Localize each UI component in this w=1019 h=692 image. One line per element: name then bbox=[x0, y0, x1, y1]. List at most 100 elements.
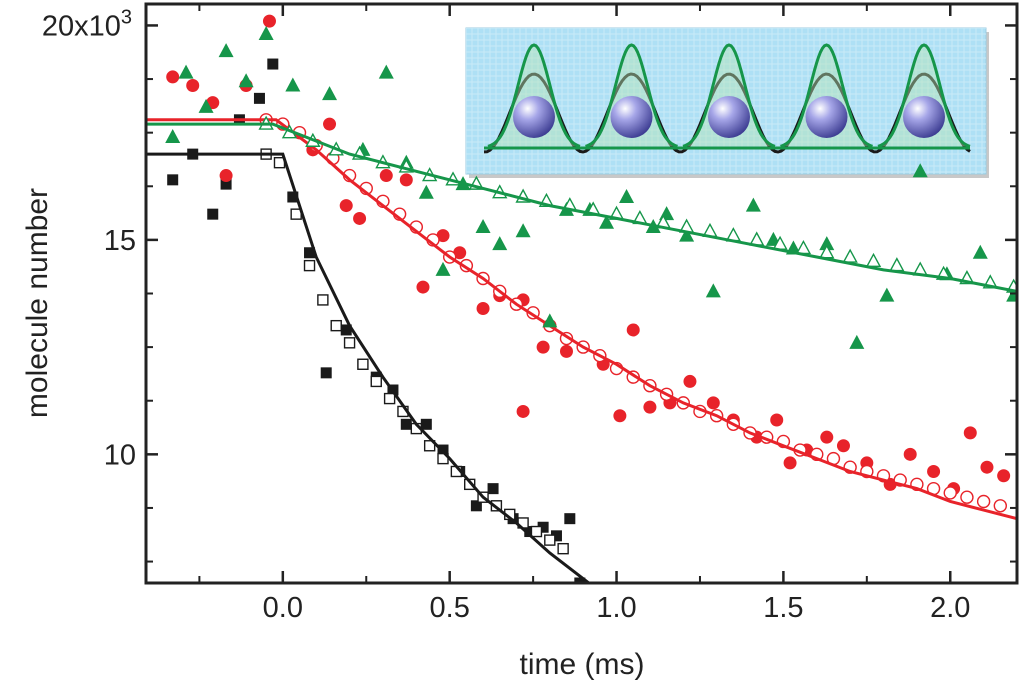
black-filled-square-point bbox=[340, 324, 352, 336]
red-filled-circle-point bbox=[820, 430, 834, 444]
red-filled-circle-point bbox=[643, 400, 657, 414]
red-filled-circle-point bbox=[453, 246, 467, 260]
green-filled-triangle-point bbox=[285, 77, 301, 92]
green-open-triangle-point bbox=[842, 248, 858, 263]
x-tick-label: 0.0 bbox=[263, 592, 303, 624]
green-fit-line bbox=[146, 122, 1017, 293]
red-filled-circle-point bbox=[683, 374, 697, 388]
red-filled-circle-point bbox=[416, 280, 430, 294]
green-filled-triangle-point bbox=[542, 313, 558, 328]
green-filled-triangle-point bbox=[178, 64, 194, 79]
green-filled-triangle-point bbox=[515, 223, 531, 238]
wavefunction-peak bbox=[487, 43, 581, 148]
green-filled-triangle-point bbox=[378, 64, 394, 79]
black-filled-square-point bbox=[320, 367, 332, 379]
red-filled-circle-point bbox=[613, 409, 627, 423]
wavefunction-peak bbox=[682, 43, 776, 148]
red-filled-circle-point bbox=[516, 404, 530, 418]
black-filled-square-point bbox=[253, 92, 265, 104]
black-filled-square-point bbox=[167, 174, 179, 186]
red-open-circle-point bbox=[943, 486, 957, 500]
y-tick-label: 20x103 bbox=[42, 6, 132, 42]
green-filled-triangle-point bbox=[198, 98, 214, 113]
green-filled-triangle-point bbox=[322, 86, 338, 101]
black-filled-square-point bbox=[287, 191, 299, 203]
green-filled-triangle-point bbox=[819, 236, 835, 251]
green-filled-triangle-point bbox=[745, 197, 761, 212]
black-open-square-point bbox=[383, 392, 396, 405]
red-open-circle-point bbox=[976, 494, 991, 509]
red-filled-circle-point bbox=[706, 396, 720, 410]
black-open-square-point bbox=[423, 440, 436, 452]
black-open-square-point bbox=[303, 259, 316, 272]
x-tick-label: 1.0 bbox=[596, 592, 636, 624]
green-filled-triangle-point bbox=[619, 189, 635, 203]
inset-content bbox=[466, 28, 986, 174]
red-filled-circle-point bbox=[399, 173, 413, 187]
y-axis-title: molecule number bbox=[21, 188, 54, 418]
black-filled-square-point bbox=[400, 418, 412, 430]
black-open-square-series bbox=[260, 148, 569, 555]
green-filled-triangle-point bbox=[972, 244, 988, 259]
green-filled-triangle-point bbox=[435, 261, 451, 276]
green-filled-triangle-point bbox=[238, 73, 254, 88]
red-filled-circle-point bbox=[903, 447, 917, 461]
wavefunction-peak bbox=[877, 43, 971, 148]
x-axis-title: time (ms) bbox=[520, 648, 645, 681]
red-filled-circle-point bbox=[626, 323, 640, 337]
black-open-square-point bbox=[464, 478, 476, 491]
black-open-square-point bbox=[330, 319, 342, 332]
green-open-triangle-point bbox=[795, 239, 812, 255]
red-filled-circle-point bbox=[436, 229, 450, 243]
red-filled-circle-point bbox=[339, 199, 353, 213]
red-filled-circle-point bbox=[166, 70, 180, 84]
black-open-square-point bbox=[544, 534, 556, 546]
red-filled-circle-point bbox=[476, 302, 490, 316]
red-filled-circle-series bbox=[166, 14, 1011, 496]
green-filled-triangle-point bbox=[492, 236, 508, 251]
green-filled-triangle-point bbox=[418, 184, 434, 199]
y-tick-label: 15 bbox=[104, 225, 136, 257]
black-filled-square-point bbox=[487, 483, 499, 495]
black-filled-square-point bbox=[574, 577, 586, 583]
atom-icon bbox=[610, 96, 653, 138]
atom-icon bbox=[903, 96, 945, 138]
black-filled-square-point bbox=[207, 208, 219, 220]
red-filled-circle-point bbox=[770, 413, 784, 427]
y-tick-exponent: 3 bbox=[121, 6, 132, 28]
red-filled-circle-point bbox=[980, 460, 994, 474]
red-filled-circle-point bbox=[997, 469, 1011, 483]
x-tick-label: 2.0 bbox=[930, 592, 970, 624]
black-filled-square-point bbox=[524, 526, 536, 538]
black-open-square-point bbox=[317, 294, 329, 306]
black-open-square-point bbox=[530, 525, 543, 538]
black-filled-square-point bbox=[564, 513, 576, 525]
atom-icon bbox=[513, 96, 555, 138]
black-open-square-point bbox=[343, 337, 356, 349]
green-filled-triangle-point bbox=[912, 163, 928, 178]
green-open-triangle-point bbox=[889, 257, 905, 272]
red-filled-circle-point bbox=[559, 344, 573, 358]
red-filled-circle-point bbox=[783, 456, 797, 470]
red-filled-circle-point bbox=[927, 464, 941, 478]
green-filled-triangle-point bbox=[599, 214, 615, 229]
red-open-circle-point bbox=[993, 499, 1008, 513]
green-filled-triangle-point bbox=[258, 26, 274, 41]
green-filled-triangle-point bbox=[849, 334, 865, 349]
x-tick-label: 0.5 bbox=[430, 592, 470, 624]
red-filled-circle-point bbox=[836, 439, 850, 453]
green-filled-triangle-point bbox=[679, 227, 695, 242]
black-line-series bbox=[146, 152, 592, 583]
red-filled-circle-point bbox=[262, 14, 276, 28]
red-filled-circle-point bbox=[536, 340, 550, 354]
green-filled-triangle-point bbox=[475, 219, 491, 234]
black-fit-line bbox=[146, 152, 592, 583]
black-filled-square-point bbox=[220, 178, 232, 190]
black-open-square-point bbox=[557, 542, 569, 555]
inset-lattice-illustration bbox=[465, 27, 989, 178]
red-filled-circle-point bbox=[963, 426, 977, 440]
wavefunction-peak bbox=[585, 43, 678, 148]
x-tick-label: 1.5 bbox=[763, 592, 803, 624]
atom-icon bbox=[805, 96, 848, 138]
